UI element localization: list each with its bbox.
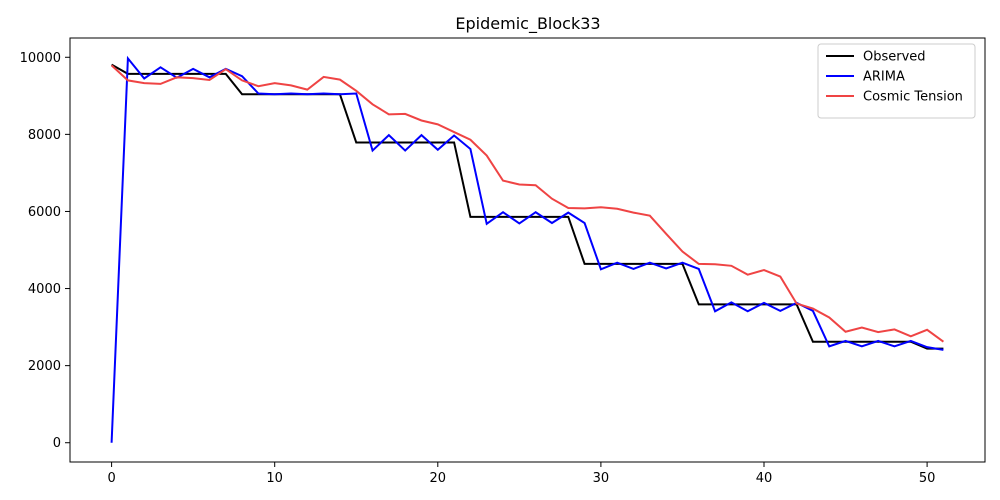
legend-label: Cosmic Tension xyxy=(863,90,963,105)
legend-label: Observed xyxy=(863,50,926,65)
x-tick-label: 0 xyxy=(107,471,115,486)
x-tick-label: 30 xyxy=(593,471,610,486)
series-layer xyxy=(110,55,945,443)
y-tick-label: 0 xyxy=(53,436,61,451)
y-tick-label: 4000 xyxy=(28,282,61,297)
series-line-cosmic-tension xyxy=(110,64,945,343)
legend-label: ARIMA xyxy=(863,70,905,85)
y-tick-label: 8000 xyxy=(28,128,61,143)
legend: Observed ARIMA Cosmic Tension xyxy=(817,43,976,119)
y-tick-label: 2000 xyxy=(28,359,61,374)
x-tick-label: 40 xyxy=(756,471,773,486)
x-tick-label: 10 xyxy=(266,471,283,486)
x-tick-label: 20 xyxy=(430,471,447,486)
x-tick-label: 50 xyxy=(919,471,936,486)
legend-box xyxy=(817,43,976,119)
axes-frame xyxy=(69,37,986,463)
chart-title: Epidemic_Block33 xyxy=(455,14,600,34)
y-tick-label: 6000 xyxy=(28,205,61,220)
axes-layer: 0 10 20 30 40 50 0 2000 4000 6000 8000 10000 xyxy=(20,37,986,486)
y-tick-label: 10000 xyxy=(20,51,61,66)
